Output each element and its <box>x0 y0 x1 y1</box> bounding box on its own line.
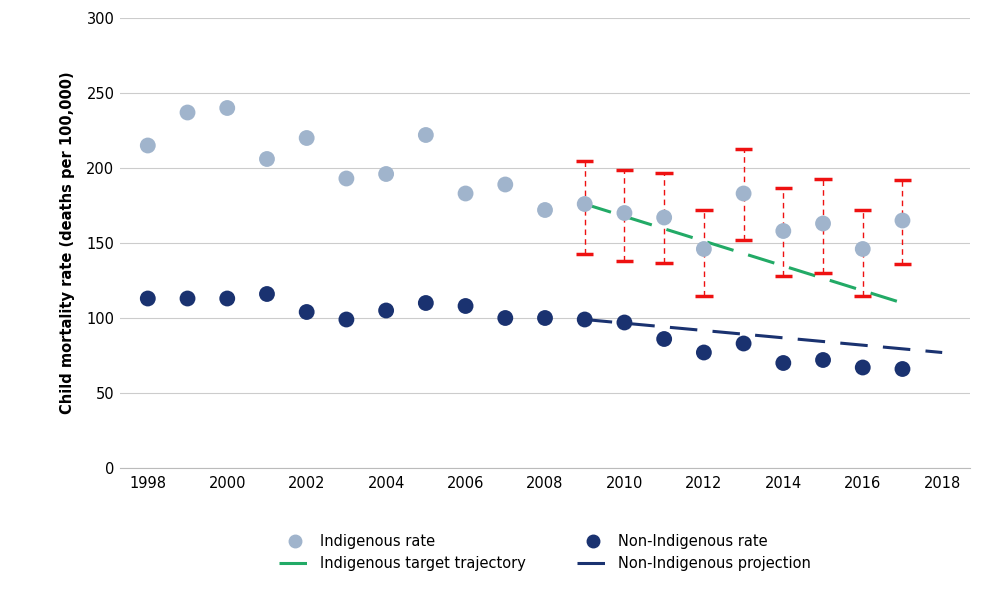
Legend: Indigenous rate, Indigenous target trajectory, Non-Indigenous rate, Non-Indigeno: Indigenous rate, Indigenous target traje… <box>279 534 811 571</box>
Point <box>815 218 831 228</box>
Point <box>537 205 553 215</box>
Point <box>378 305 394 316</box>
Point <box>894 364 910 374</box>
Point <box>299 307 315 317</box>
Point <box>458 301 474 311</box>
Point <box>736 338 752 348</box>
Point <box>815 355 831 365</box>
Point <box>696 348 712 358</box>
Point <box>140 293 156 303</box>
Point <box>418 298 434 308</box>
Point <box>656 212 672 222</box>
Point <box>259 289 275 299</box>
Point <box>894 215 910 225</box>
Point <box>458 188 474 198</box>
Point <box>497 313 513 323</box>
Point <box>338 174 354 184</box>
Point <box>736 188 752 198</box>
Point <box>616 208 632 218</box>
Point <box>577 314 593 324</box>
Point <box>656 334 672 344</box>
Y-axis label: Child mortality rate (deaths per 100,000): Child mortality rate (deaths per 100,000… <box>60 71 75 415</box>
Point <box>855 362 871 372</box>
Point <box>299 133 315 143</box>
Point <box>537 313 553 323</box>
Point <box>259 154 275 164</box>
Point <box>775 358 791 368</box>
Point <box>378 169 394 179</box>
Point <box>418 130 434 140</box>
Point <box>140 140 156 150</box>
Point <box>180 293 196 303</box>
Point <box>338 314 354 324</box>
Point <box>577 199 593 209</box>
Point <box>219 103 235 113</box>
Point <box>696 244 712 254</box>
Point <box>855 244 871 254</box>
Point <box>180 108 196 118</box>
Point <box>616 318 632 328</box>
Point <box>219 293 235 303</box>
Point <box>775 226 791 236</box>
Point <box>497 180 513 190</box>
